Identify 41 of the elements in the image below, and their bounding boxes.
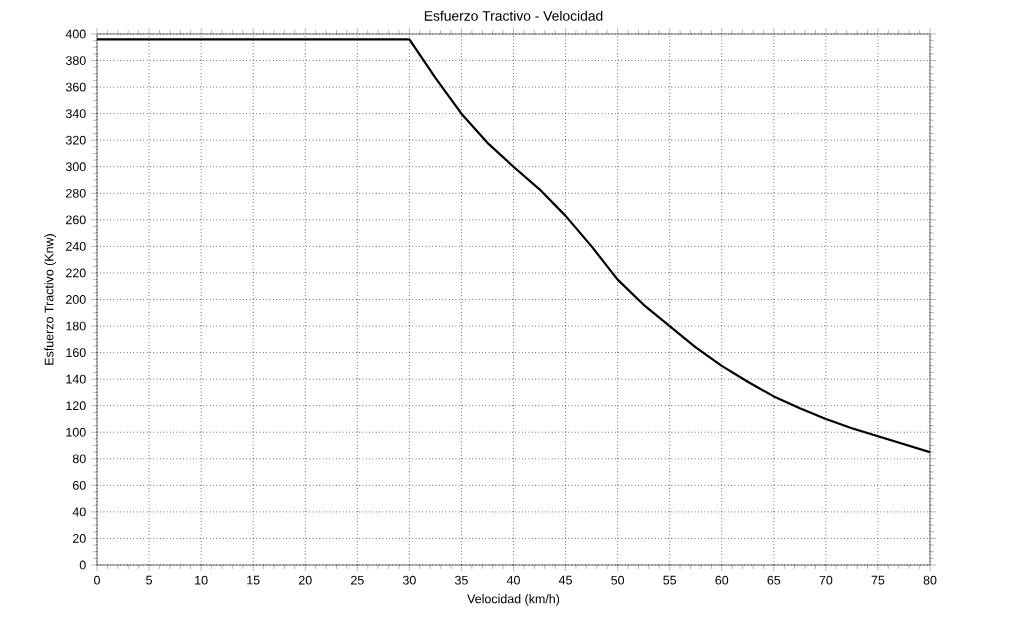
y-tick-label: 40 xyxy=(72,507,86,517)
y-tick-label: 280 xyxy=(66,188,86,198)
y-tick-label: 240 xyxy=(66,241,86,251)
x-tick-label: 35 xyxy=(454,575,468,585)
x-axis-title: Velocidad (km/h) xyxy=(467,594,560,606)
x-tick-label: 0 xyxy=(94,575,100,585)
y-tick-label: 380 xyxy=(65,56,86,65)
x-tick-label: 20 xyxy=(298,575,312,585)
y-tick-label: 120 xyxy=(66,401,86,411)
y-tick-label: 80 xyxy=(72,454,86,464)
x-tick-label: 25 xyxy=(351,575,364,585)
x-tick-label: 45 xyxy=(558,575,572,585)
x-tick-label: 65 xyxy=(767,575,781,585)
y-tick-label: 0 xyxy=(79,560,86,570)
y-tick-label: 360 xyxy=(65,82,86,92)
x-tick-label: 80 xyxy=(923,575,937,585)
y-tick-label: 320 xyxy=(65,135,86,145)
y-tick-label: 300 xyxy=(65,162,86,172)
x-tick-label: 40 xyxy=(506,575,520,585)
x-tick-label: 60 xyxy=(715,575,729,585)
y-axis-title: Esfuerzo Tractivo (Knw) xyxy=(44,234,56,365)
chart-title: Esfuerzo Tractivo - Velocidad xyxy=(424,10,603,21)
y-tick-label: 160 xyxy=(66,348,86,358)
y-tick-label: 100 xyxy=(66,427,86,437)
y-tick-label: 60 xyxy=(72,480,86,490)
y-tick-label: 140 xyxy=(66,374,86,384)
y-tick-label: 20 xyxy=(72,534,86,543)
x-tick-label: 55 xyxy=(663,575,677,585)
x-tick-label: 50 xyxy=(611,575,625,585)
y-tick-label: 220 xyxy=(66,268,86,278)
x-tick-label: 70 xyxy=(819,575,833,585)
x-tick-label: 30 xyxy=(402,575,416,585)
y-tick-label: 400 xyxy=(65,29,86,39)
x-tick-label: 75 xyxy=(871,575,885,585)
y-tick-label: 260 xyxy=(66,215,86,225)
y-tick-label: 180 xyxy=(66,321,86,331)
x-tick-label: 10 xyxy=(195,575,208,585)
x-tick-label: 15 xyxy=(247,575,260,585)
y-tick-label: 340 xyxy=(65,109,86,119)
x-tick-label: 5 xyxy=(146,575,152,585)
y-tick-label: 200 xyxy=(66,295,86,304)
